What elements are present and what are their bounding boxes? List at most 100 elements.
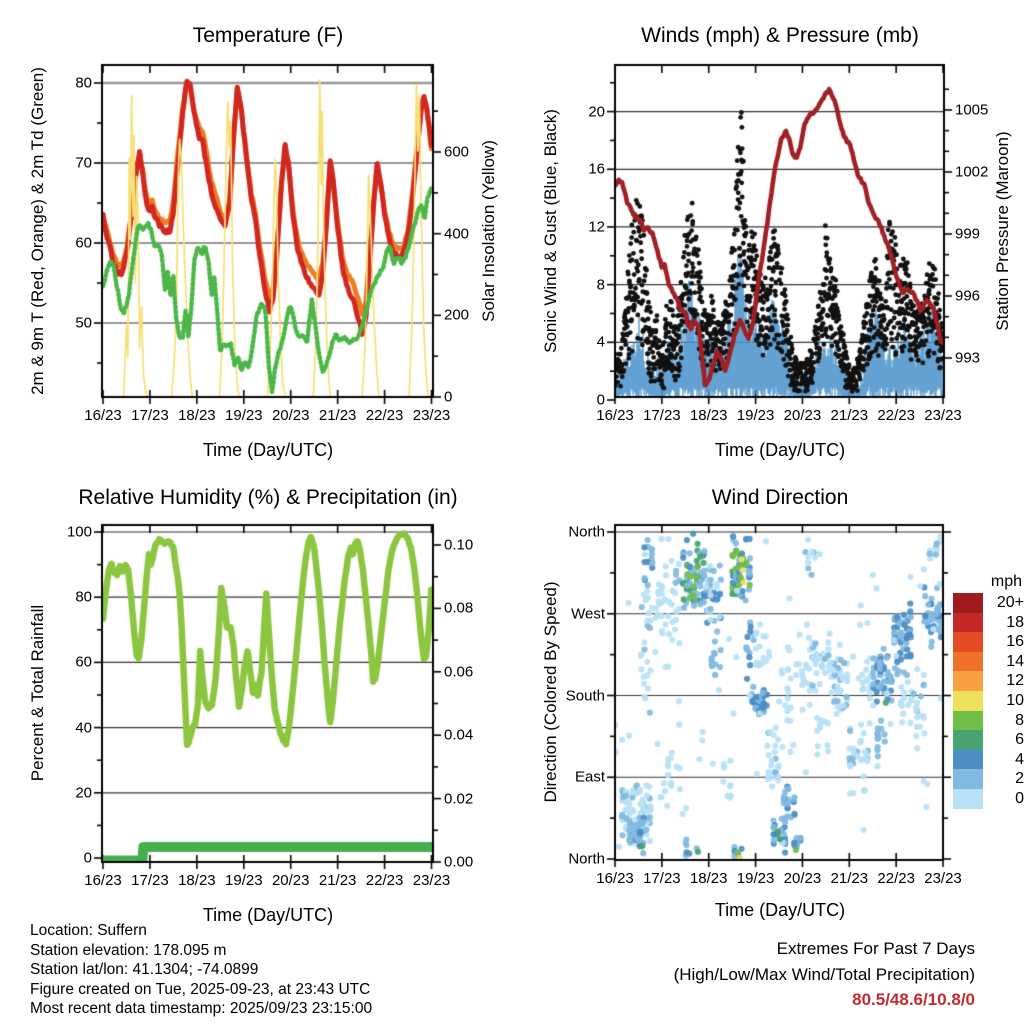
x-tick-label: 22/23: [365, 407, 404, 424]
y-tick-label-left: 0: [596, 391, 605, 409]
x-axis-label: Time (Day/UTC): [714, 440, 846, 460]
x-tick-label: 17/23: [131, 407, 169, 424]
y-axis-label-left: Percent & Total Rainfall: [28, 604, 47, 782]
y-tick-label-left: 60: [75, 653, 92, 671]
wind-direction-plot-canvas: [512, 470, 1024, 894]
x-tick-label: 21/23: [830, 407, 869, 424]
y-tick-label-left: East: [574, 768, 605, 786]
humidity-plot-canvas: [0, 470, 512, 894]
y-axis-label-right: Station Pressure (Maroon): [993, 131, 1012, 331]
y-tick-label-left: 50: [75, 314, 92, 332]
chart-temperature: Temperature (F) Time (Day/UTC) 2m & 9m T…: [0, 0, 512, 470]
chart-humidity-precip: Relative Humidity (%) & Precipitation (i…: [0, 470, 512, 925]
x-tick-label: 18/23: [689, 870, 728, 887]
x-axis-label: Time (Day/UTC): [202, 905, 334, 925]
y-tick-label-right: 0.00: [444, 853, 474, 871]
y-tick-label-left: 8: [596, 276, 605, 294]
extremes-summary: Extremes For Past 7 Days (High/Low/Max W…: [615, 936, 975, 1013]
y-tick-label-right: 200: [444, 306, 470, 324]
x-tick-label: 18/23: [178, 407, 216, 424]
x-tick-label: 19/23: [225, 407, 263, 424]
y-tick-label-left: 20: [588, 103, 605, 121]
x-tick-label: 20/23: [783, 870, 822, 887]
extremes-heading: Extremes For Past 7 Days: [776, 939, 975, 958]
x-tick-label: 19/23: [225, 872, 263, 889]
y-tick-label-right: 0.10: [444, 536, 474, 554]
y-tick-label-right: 0.06: [444, 663, 474, 681]
station-elevation: Station elevation: 178.095 m: [30, 941, 227, 959]
x-tick-label: 22/23: [365, 872, 404, 889]
x-tick-label: 20/23: [783, 407, 822, 424]
temperature-plot-canvas: [0, 0, 512, 470]
x-tick-label: 21/23: [830, 870, 869, 887]
x-tick-label: 18/23: [689, 407, 728, 424]
y-tick-label-right: 993: [955, 349, 981, 367]
chart-winds-pressure: Winds (mph) & Pressure (mb) Time (Day/UT…: [512, 0, 1024, 470]
chart-title-humidity: Relative Humidity (%) & Precipitation (i…: [78, 486, 458, 509]
y-tick-label-left: 80: [75, 588, 92, 606]
x-tick-label: 23/23: [924, 870, 962, 887]
y-tick-label-left: 4: [596, 333, 605, 351]
y-tick-label-left: 100: [66, 523, 92, 541]
x-tick-label: 18/23: [178, 872, 216, 889]
y-tick-label-right: 400: [444, 225, 470, 243]
x-axis-label: Time (Day/UTC): [202, 440, 334, 460]
y-tick-label-right: 600: [444, 143, 470, 161]
y-tick-label-right: 996: [955, 287, 981, 305]
y-tick-label-right: 0.04: [444, 726, 474, 744]
y-tick-label-left: North: [568, 523, 605, 541]
y-tick-label-left: North: [568, 850, 605, 868]
x-tick-label: 16/23: [84, 872, 122, 889]
x-tick-label: 16/23: [84, 407, 122, 424]
extremes-subheading: (High/Low/Max Wind/Total Precipitation): [673, 964, 975, 984]
x-tick-label: 23/23: [412, 872, 451, 889]
y-tick-label-left: 20: [75, 784, 92, 802]
chart-title-temperature: Temperature (F): [192, 24, 344, 47]
y-tick-label-right: 0.02: [444, 790, 474, 808]
chart-wind-direction: Wind Direction Time (Day/UTC) Direction …: [512, 470, 1024, 920]
x-tick-label: 17/23: [643, 870, 681, 887]
y-tick-label-left: 40: [75, 719, 92, 737]
x-tick-label: 16/23: [596, 407, 634, 424]
y-tick-label-left: 16: [588, 160, 605, 178]
y-axis-label-left: 2m & 9m T (Red, Orange) & 2m Td (Green): [28, 67, 47, 395]
station-latlon: Station lat/lon: 41.1304; -74.0899: [30, 961, 259, 978]
winds-plot-canvas: [512, 0, 1024, 470]
x-tick-label: 19/23: [736, 407, 775, 424]
y-axis-label-right: Solar Insolation (Yellow): [479, 140, 498, 322]
station-info: Location: Suffern Station elevation: 178…: [30, 921, 372, 1019]
station-location: Location: Suffern: [30, 922, 147, 939]
x-axis-label: Time (Day/UTC): [714, 900, 846, 920]
x-tick-label: 19/23: [736, 870, 775, 887]
x-tick-label: 21/23: [318, 407, 357, 424]
chart-title-wind-direction: Wind Direction: [711, 486, 849, 509]
y-tick-label-left: 60: [75, 234, 92, 252]
y-axis-label-left: Direction (Colored By Speed): [541, 581, 560, 803]
x-tick-label: 20/23: [271, 407, 310, 424]
y-tick-label-right: 1002: [955, 163, 989, 181]
x-tick-label: 17/23: [643, 407, 681, 424]
y-tick-label-right: 999: [955, 225, 981, 243]
y-tick-label-right: 0: [444, 388, 453, 406]
x-tick-label: 21/23: [318, 872, 357, 889]
y-tick-label-left: 0: [83, 849, 92, 867]
x-tick-label: 17/23: [131, 872, 169, 889]
x-tick-label: 16/23: [596, 870, 634, 887]
y-tick-label-left: 80: [75, 74, 92, 92]
y-tick-label-left: 70: [75, 154, 92, 172]
x-tick-label: 23/23: [412, 407, 451, 424]
chart-title-winds: Winds (mph) & Pressure (mb): [641, 24, 919, 47]
y-tick-label-left: South: [565, 687, 605, 704]
y-tick-label-right: 0.08: [444, 599, 474, 617]
x-tick-label: 22/23: [877, 407, 915, 424]
x-tick-label: 20/23: [271, 872, 310, 889]
y-axis-label-left: Sonic Wind & Gust (Blue, Black): [541, 109, 560, 353]
y-tick-label-left: 12: [588, 218, 605, 236]
data-timestamp: Most recent data timestamp: 2025/09/23 2…: [30, 1000, 373, 1017]
y-tick-label-left: West: [571, 605, 605, 623]
x-tick-label: 23/23: [924, 407, 962, 424]
y-tick-label-right: 1005: [955, 101, 989, 119]
extremes-values: 80.5/48.6/10.8/0: [852, 990, 975, 1009]
x-tick-label: 22/23: [877, 870, 915, 887]
